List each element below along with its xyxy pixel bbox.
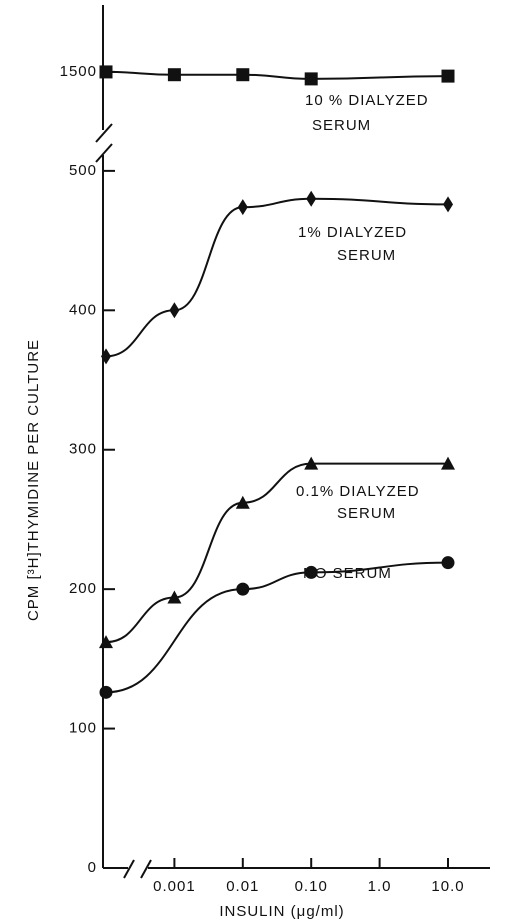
y-axis-label: CPM [³H]THYMIDINE PER CULTURE xyxy=(25,339,42,621)
marker xyxy=(235,495,250,509)
curve xyxy=(105,197,449,358)
marker xyxy=(167,590,182,604)
marker xyxy=(167,68,181,82)
marker xyxy=(101,348,111,365)
y-tick-label: 0 xyxy=(88,859,97,876)
marker xyxy=(169,302,180,319)
marker xyxy=(441,456,455,470)
x-tick-label: 0.001 xyxy=(153,878,196,895)
y-tick-label: 300 xyxy=(69,441,97,458)
marker xyxy=(236,582,250,596)
marker xyxy=(99,685,113,699)
x-tick-label: 0.10 xyxy=(295,878,328,895)
marker xyxy=(441,69,455,83)
x-tick-label: 1.0 xyxy=(368,878,392,895)
y-tick-label: 200 xyxy=(69,580,97,597)
marker xyxy=(99,635,113,649)
marker xyxy=(443,196,453,213)
x-tick-label: 10.0 xyxy=(431,878,464,895)
marker xyxy=(236,68,250,82)
marker xyxy=(237,199,248,216)
series-label: NO SERUM xyxy=(303,565,392,582)
series-label: 1% DIALYZED xyxy=(298,224,407,241)
marker xyxy=(99,65,113,79)
curve xyxy=(105,70,449,80)
marker xyxy=(306,190,317,207)
marker xyxy=(304,565,318,579)
marker xyxy=(441,556,455,570)
series-label: 10 % DIALYZED xyxy=(305,92,429,109)
curve xyxy=(105,561,449,694)
y-tick-label: 500 xyxy=(69,162,97,179)
series-label: 0.1% DIALYZED xyxy=(296,483,420,500)
series-label: SERUM xyxy=(312,117,371,134)
x-axis-label: INSULIN (μg/ml) xyxy=(219,903,344,920)
series-label: SERUM xyxy=(337,505,396,522)
x-tick-label: 0.01 xyxy=(226,878,259,895)
marker xyxy=(304,72,318,86)
y2-tick-label: 1500 xyxy=(60,63,97,80)
y-tick-label: 100 xyxy=(69,720,97,737)
marker xyxy=(304,456,319,470)
y-tick-label: 400 xyxy=(69,301,97,318)
axis-breaks xyxy=(95,5,490,879)
series-label: SERUM xyxy=(337,247,396,264)
